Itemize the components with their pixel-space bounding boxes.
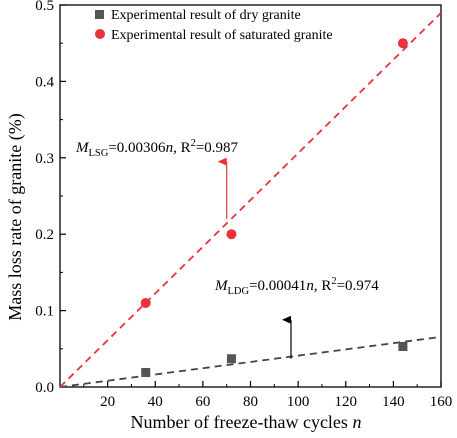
x-axis-label-var: n (352, 412, 361, 432)
y-tick-label: 0.2 (35, 227, 54, 243)
fit-label-saturated-sub: LSG (89, 148, 109, 159)
x-tick-label: 120 (335, 394, 358, 410)
fit-label-saturated-r2: =0.987 (196, 140, 239, 156)
x-tick-label: 80 (243, 394, 258, 410)
fit-label-saturated-r: , R (173, 140, 191, 156)
fit-label-dry-var: M (214, 278, 229, 294)
data-point-saturated (140, 297, 151, 308)
y-axis-label: Mass loss rate of granite (%) (5, 113, 26, 320)
fit-label-dry: MLDG=0.00041n, R2=0.974 (214, 276, 379, 297)
y-tick-label: 0.4 (35, 74, 54, 90)
x-axis-label-text: Number of freeze-thaw cycles (131, 412, 348, 432)
plot-frame (59, 4, 442, 388)
y-tick-label: 0.3 (35, 151, 54, 167)
y-tick-label: 0.1 (35, 304, 54, 320)
fit-label-dry-r: , R (314, 278, 332, 294)
fit-label-dry-sup: 2 (331, 276, 336, 287)
x-tick-label: 40 (148, 394, 163, 410)
plot-area: 20 40 60 80 100 120 140 160 0.0 0.1 0.2 0.3 0.4 0.5 (35, 0, 452, 410)
fit-label-saturated-var: M (75, 140, 90, 156)
fit-label-dry-sub: LDG (228, 286, 250, 297)
x-tick-label: 140 (382, 394, 405, 410)
fit-line-saturated (59, 12, 442, 388)
fit-label-saturated-n: n (166, 140, 174, 156)
legend-label-saturated: Experimental result of saturated granite (111, 28, 333, 43)
fit-line-dry (59, 335, 442, 388)
x-tick-label: 60 (195, 394, 210, 410)
fit-label-saturated-eq: =0.00306 (108, 140, 166, 156)
data-point-saturated (226, 229, 237, 240)
data-point-dry (398, 342, 408, 352)
x-axis-label: Number of freeze-thaw cycles n (131, 412, 362, 432)
fit-label-dry-n: n (306, 278, 314, 294)
x-tick-label: 160 (430, 394, 453, 410)
x-tick-label: 100 (287, 394, 310, 410)
data-point-dry (226, 354, 236, 364)
data-point-saturated (397, 38, 408, 49)
fit-label-saturated: MLSG=0.00306n, R2=0.987 (75, 138, 239, 159)
fit-label-saturated-sup: 2 (191, 138, 196, 149)
y-tick-label: 0.5 (35, 0, 54, 14)
y-tick-label: 0.0 (35, 380, 54, 396)
legend-marker-saturated (95, 29, 105, 39)
legend: Experimental result of dry granite Exper… (95, 8, 333, 43)
fit-label-dry-r2: =0.974 (337, 278, 380, 294)
legend-label-dry: Experimental result of dry granite (111, 8, 301, 23)
x-tick-label: 20 (100, 394, 115, 410)
legend-marker-dry (95, 10, 104, 19)
data-point-dry (141, 367, 151, 377)
fit-label-dry-eq: =0.00041 (249, 278, 306, 294)
